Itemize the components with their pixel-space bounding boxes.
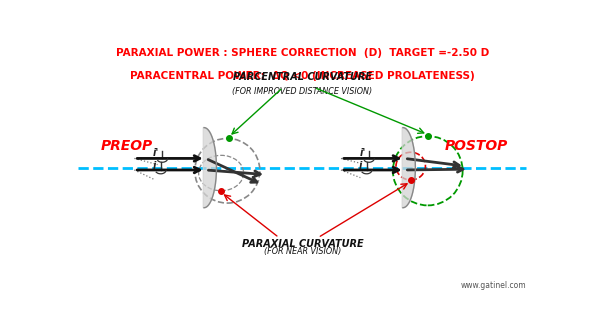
Polygon shape <box>402 127 415 208</box>
Text: i: i <box>359 161 362 171</box>
Text: PREOP: PREOP <box>101 139 153 153</box>
Text: (FOR IMPROVED DISTANCE VISION): (FOR IMPROVED DISTANCE VISION) <box>232 87 372 96</box>
Text: i: i <box>153 161 156 171</box>
Text: www.gatinel.com: www.gatinel.com <box>461 281 526 290</box>
Polygon shape <box>204 127 217 208</box>
Text: PARACENTRAL POWER:  ΔQ <0 (INCREASED PROLATENESS): PARACENTRAL POWER: ΔQ <0 (INCREASED PROL… <box>130 70 475 81</box>
Text: PARAXIAL CURVATURE: PARAXIAL CURVATURE <box>241 239 363 249</box>
Text: i': i' <box>359 148 366 158</box>
Text: i': i' <box>153 148 159 158</box>
Text: POSTOP: POSTOP <box>444 139 508 153</box>
Text: PARAXIAL POWER : SPHERE CORRECTION  (D)  TARGET =-2.50 D: PARAXIAL POWER : SPHERE CORRECTION (D) T… <box>116 47 489 57</box>
Text: PARCENTRAL CURVATURE: PARCENTRAL CURVATURE <box>233 72 372 82</box>
Text: (FOR NEAR VISION): (FOR NEAR VISION) <box>264 247 341 256</box>
